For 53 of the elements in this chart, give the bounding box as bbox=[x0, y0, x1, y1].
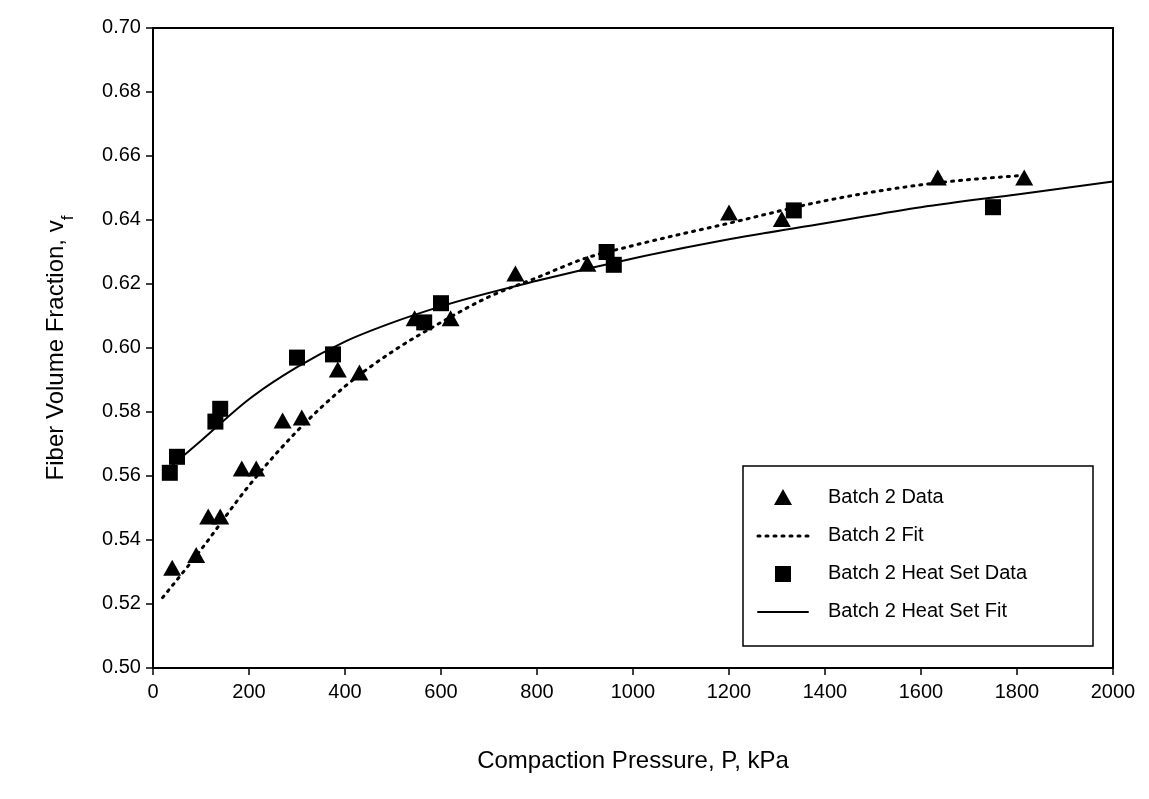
point bbox=[506, 265, 525, 282]
point bbox=[328, 361, 347, 378]
point bbox=[232, 460, 251, 477]
point bbox=[169, 448, 185, 465]
point bbox=[578, 255, 597, 272]
y-tick-label: 0.68 bbox=[102, 79, 141, 102]
legend-label: Batch 2 Fit bbox=[828, 523, 925, 546]
point bbox=[1015, 169, 1034, 186]
x-tick-label: 1400 bbox=[802, 680, 848, 702]
point bbox=[325, 346, 341, 363]
point bbox=[772, 211, 791, 227]
point bbox=[416, 314, 433, 331]
point bbox=[292, 409, 311, 426]
x-tick-label: 400 bbox=[328, 680, 362, 702]
legend-label: Batch 2 Heat Set Fit bbox=[828, 599, 1008, 622]
point bbox=[928, 169, 947, 186]
x-tick-label: 2000 bbox=[1090, 680, 1136, 702]
y-tick-label: 0.58 bbox=[102, 399, 141, 422]
point bbox=[247, 460, 266, 477]
y-tick-label: 0.66 bbox=[102, 143, 141, 166]
y-tick-label: 0.50 bbox=[102, 655, 141, 678]
x-tick-label: 800 bbox=[520, 680, 554, 702]
y-tick-label: 0.70 bbox=[102, 15, 141, 38]
point bbox=[161, 464, 178, 481]
y-tick-label: 0.60 bbox=[102, 335, 141, 358]
point bbox=[785, 202, 802, 219]
point bbox=[433, 295, 449, 312]
point bbox=[605, 256, 622, 273]
point bbox=[163, 559, 182, 576]
point bbox=[441, 310, 460, 327]
point bbox=[187, 547, 206, 563]
y-tick-label: 0.62 bbox=[102, 271, 141, 294]
x-tick-label: 0 bbox=[147, 680, 159, 702]
x-tick-label: 1800 bbox=[994, 680, 1040, 702]
x-tick-label: 1600 bbox=[898, 680, 944, 702]
y-tick-label: 0.54 bbox=[102, 527, 141, 550]
point bbox=[289, 349, 305, 366]
y-tick-label: 0.52 bbox=[102, 591, 141, 614]
legend-label: Batch 2 Data bbox=[828, 485, 945, 508]
x-tick-label: 600 bbox=[424, 680, 458, 702]
point bbox=[211, 508, 230, 525]
y-tick-label: 0.56 bbox=[102, 463, 141, 486]
x-axis-title: Compaction Pressure, P, kPa bbox=[477, 746, 790, 773]
point bbox=[273, 412, 292, 429]
legend-label: Batch 2 Heat Set Data bbox=[828, 561, 1028, 584]
x-tick-label: 200 bbox=[232, 680, 266, 702]
point bbox=[350, 364, 369, 381]
point bbox=[985, 199, 1001, 216]
point bbox=[720, 204, 738, 221]
y-tick-label: 0.64 bbox=[102, 207, 141, 230]
x-tick-label: 1200 bbox=[706, 680, 752, 702]
x-tick-label: 1000 bbox=[610, 680, 656, 702]
point bbox=[212, 400, 229, 417]
